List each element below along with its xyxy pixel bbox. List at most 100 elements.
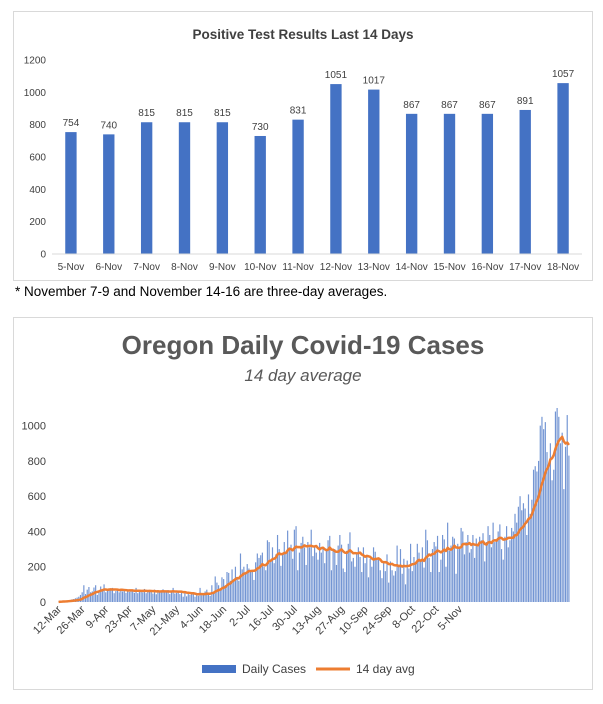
daily-case-bar (115, 591, 117, 602)
daily-case-bar (460, 527, 462, 602)
daily-case-bar (305, 564, 307, 602)
daily-case-bar (413, 557, 415, 602)
daily-case-bar (271, 547, 274, 602)
daily-case-bar (255, 562, 257, 602)
bar (481, 113, 494, 255)
daily-case-bar (224, 585, 226, 602)
daily-case-bar (423, 567, 425, 602)
daily-case-bar (209, 595, 211, 602)
daily-case-bar (123, 588, 125, 602)
data-label: 1017 (363, 76, 386, 87)
daily-case-bar (179, 594, 181, 602)
daily-case-bar (103, 584, 105, 602)
daily-case-bar (167, 590, 169, 602)
data-label: 891 (517, 96, 534, 107)
daily-case-bar (554, 411, 557, 602)
y-tick-label: 800 (28, 456, 46, 468)
x-tick-label: 15-Nov (433, 262, 465, 273)
x-tick-label: 22-Oct (410, 604, 442, 636)
daily-case-bar (187, 594, 189, 602)
daily-case-bar (465, 542, 467, 602)
x-tick-label: 10-Nov (244, 262, 276, 273)
daily-case-bar (398, 565, 400, 602)
x-tick-label: 11-Nov (282, 262, 314, 273)
daily-case-bar (430, 572, 432, 602)
daily-case-bar (137, 593, 139, 602)
daily-case-bar (369, 558, 371, 602)
daily-case-bar (428, 557, 430, 602)
data-label: 867 (479, 100, 496, 111)
daily-case-bar (302, 536, 304, 602)
y-tick-label: 400 (29, 185, 46, 196)
daily-case-bar (223, 579, 225, 602)
daily-case-bar (155, 594, 157, 602)
daily-case-bar (524, 508, 526, 602)
x-tick-label: 5-Nov (436, 603, 466, 633)
daily-case-bar (566, 415, 568, 602)
daily-case-bar (500, 549, 503, 602)
daily-case-bar (534, 466, 536, 602)
daily-case-bar (415, 562, 417, 602)
daily-case-bar (194, 596, 196, 602)
daily-case-bar (450, 545, 452, 602)
daily-case-bar (354, 566, 356, 602)
daily-case-bar (287, 530, 289, 602)
daily-case-bar (497, 531, 499, 602)
daily-case-bar (431, 549, 434, 602)
daily-case-bar (548, 464, 550, 602)
daily-case-bar (403, 558, 405, 602)
daily-case-bar (376, 557, 378, 602)
daily-case-bar (105, 592, 107, 602)
daily-case-bar (278, 549, 280, 602)
daily-case-bar (539, 425, 541, 602)
daily-case-bar (177, 592, 179, 602)
daily-case-bar (492, 522, 494, 602)
daily-case-bar (298, 552, 301, 602)
daily-case-bar (381, 578, 383, 602)
data-label: 730 (252, 122, 269, 133)
daily-case-bar (479, 536, 481, 602)
daily-case-bar (258, 557, 260, 602)
daily-case-bar (551, 480, 553, 602)
daily-case-bar (138, 590, 141, 602)
daily-case-bar (455, 573, 457, 602)
bar (557, 83, 569, 254)
bar (405, 113, 418, 255)
daily-case-bar (406, 560, 408, 602)
daily-case-bar (315, 552, 317, 602)
daily-case-bar (307, 542, 309, 602)
y-tick-label: 600 (28, 491, 46, 503)
x-tick-label: 13-Nov (358, 262, 390, 273)
y-tick-label: 1000 (24, 88, 47, 99)
daily-case-bar (559, 443, 562, 602)
daily-case-bar (207, 594, 210, 602)
daily-case-bar (314, 545, 316, 602)
daily-case-bar (433, 542, 435, 602)
x-tick-label: 7-Nov (133, 262, 160, 273)
daily-case-bar (150, 590, 152, 602)
daily-case-bar (201, 595, 203, 602)
daily-case-bar (191, 594, 193, 602)
daily-case-bar (379, 570, 381, 602)
x-tick-label: 6-Nov (95, 262, 122, 273)
daily-case-bar (275, 554, 277, 602)
daily-case-bar (180, 592, 183, 602)
daily-case-bar (310, 529, 312, 602)
daily-case-bar (366, 557, 368, 602)
daily-case-bar (196, 594, 198, 602)
daily-case-bar (356, 553, 358, 602)
daily-case-bar (386, 554, 388, 602)
daily-case-bar (265, 570, 267, 602)
daily-case-bar (186, 596, 188, 602)
daily-case-bar (426, 540, 429, 602)
daily-case-bar (517, 506, 519, 602)
daily-case-bar (330, 570, 333, 602)
daily-case-bar (297, 570, 299, 602)
daily-case-bar (384, 571, 386, 602)
daily-case-bar (234, 566, 237, 602)
daily-case-bar (320, 552, 322, 602)
daily-case-bar (152, 593, 154, 602)
daily-case-bar (312, 556, 314, 602)
daily-case-bar (251, 570, 253, 602)
daily-case-bar (170, 591, 173, 602)
